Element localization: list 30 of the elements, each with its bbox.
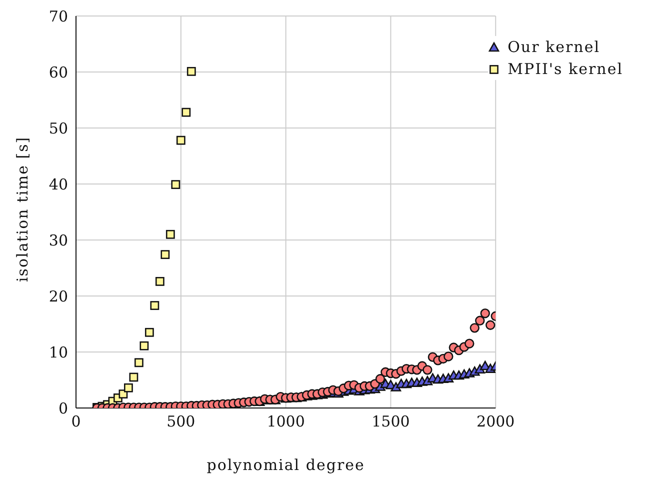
x-tick-label: 500 <box>166 412 196 431</box>
point <box>140 341 149 350</box>
x-tick-label: 0 <box>71 412 81 431</box>
y-tick-label: 20 <box>48 287 68 306</box>
point <box>150 301 160 310</box>
x-axis-title: polynomial degree <box>206 456 365 474</box>
y-tick-label: 60 <box>48 63 68 82</box>
point <box>160 250 170 260</box>
legend-label: Our kernel <box>508 37 600 58</box>
x-tick-label: 1500 <box>372 412 410 431</box>
y-tick-label: 10 <box>48 343 68 362</box>
point <box>171 180 180 190</box>
point <box>155 276 164 286</box>
point <box>186 66 196 76</box>
x-tick-label: 1000 <box>266 412 305 431</box>
point <box>129 372 138 382</box>
point <box>182 108 191 117</box>
point <box>124 383 133 392</box>
point <box>134 358 144 368</box>
y-tick-label: 30 <box>48 231 68 250</box>
x-tick-label: 2000 <box>476 412 515 431</box>
y-tick-label: 0 <box>58 399 68 418</box>
legend-label: MPII's kernel <box>508 59 623 80</box>
y-axis-title: isolation time [s] <box>13 136 32 282</box>
point <box>176 136 186 145</box>
point <box>144 328 154 337</box>
y-tick-label: 40 <box>48 175 68 194</box>
y-tick-label: 50 <box>48 119 68 138</box>
y-tick-label: 70 <box>48 7 68 26</box>
point <box>166 230 175 239</box>
